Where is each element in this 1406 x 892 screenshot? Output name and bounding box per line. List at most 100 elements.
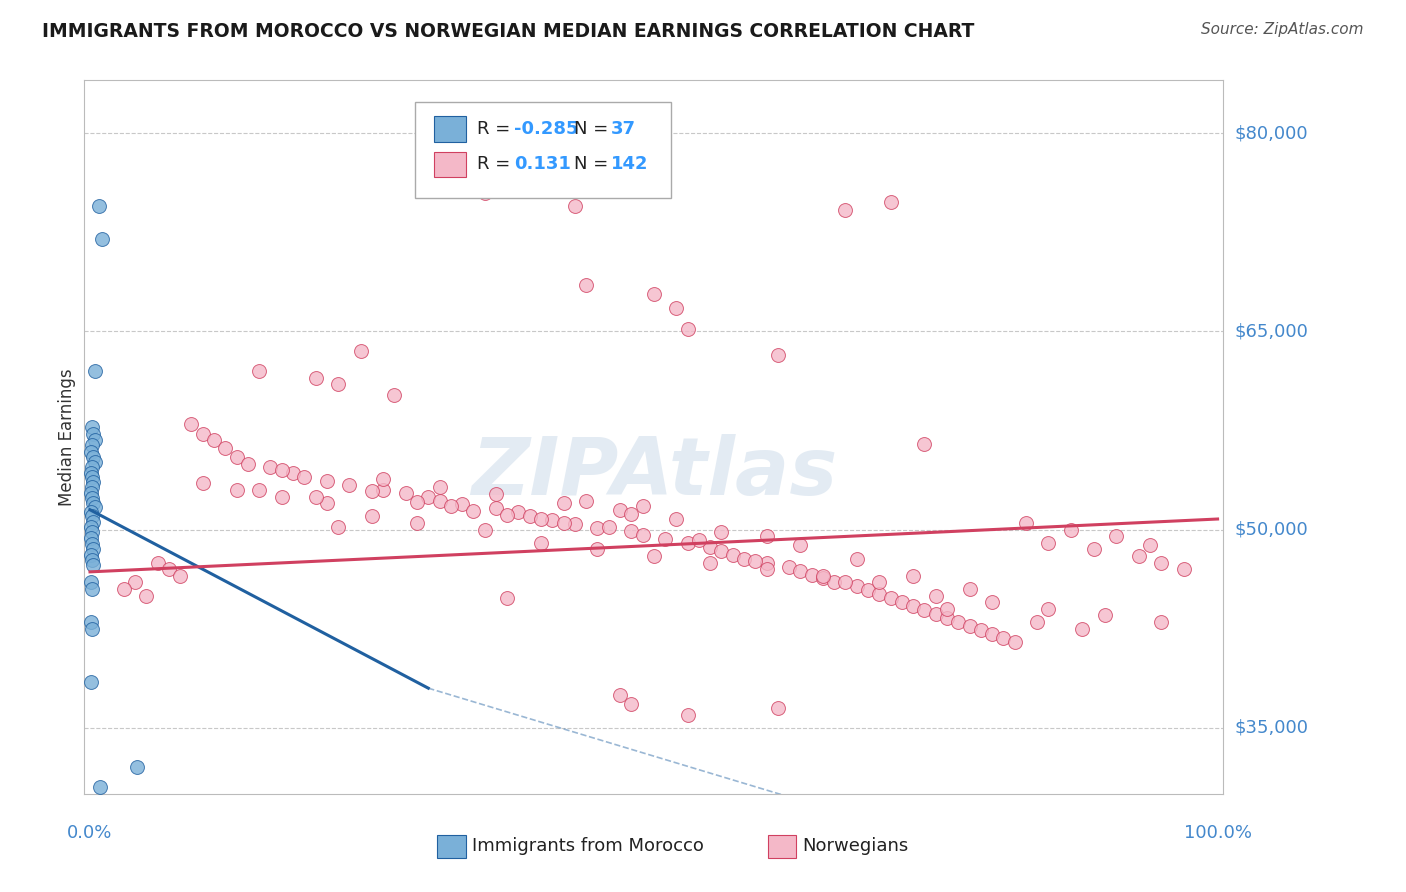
Point: [778, 559, 800, 574]
Point: [631, 528, 654, 542]
Text: Norwegians: Norwegians: [801, 837, 908, 855]
Point: [80, 615, 103, 629]
Point: [474, 523, 496, 537]
Point: [530, 536, 553, 550]
Point: [643, 549, 665, 563]
Point: [373, 472, 395, 486]
Point: [202, 433, 225, 447]
Point: [936, 602, 959, 616]
Text: ZIPAtlas: ZIPAtlas: [471, 434, 837, 512]
Point: [127, 760, 149, 774]
Point: [82, 427, 104, 442]
Point: [620, 697, 643, 711]
Point: [665, 512, 688, 526]
Point: [912, 436, 935, 450]
Point: [710, 525, 733, 540]
Point: [688, 533, 710, 548]
Point: [82, 450, 104, 464]
Point: [789, 564, 811, 578]
Point: [508, 505, 530, 519]
Point: [541, 513, 564, 527]
Text: R =: R =: [477, 120, 516, 137]
Point: [620, 507, 643, 521]
Point: [83, 433, 105, 447]
Point: [1060, 523, 1083, 537]
Point: [247, 364, 270, 378]
Point: [82, 475, 104, 489]
Point: [82, 469, 104, 483]
Point: [643, 287, 665, 301]
Point: [169, 569, 191, 583]
Text: Immigrants from Morocco: Immigrants from Morocco: [471, 837, 703, 855]
Text: 37: 37: [610, 120, 636, 137]
Point: [361, 484, 384, 499]
Point: [879, 591, 901, 606]
Text: IMMIGRANTS FROM MOROCCO VS NORWEGIAN MEDIAN EARNINGS CORRELATION CHART: IMMIGRANTS FROM MOROCCO VS NORWEGIAN MED…: [42, 22, 974, 41]
Text: -0.285: -0.285: [513, 120, 578, 137]
Point: [157, 562, 180, 576]
Point: [236, 457, 259, 471]
Point: [496, 508, 519, 522]
Text: $80,000: $80,000: [1234, 124, 1308, 142]
Point: [676, 707, 699, 722]
Point: [82, 542, 104, 557]
Point: [699, 540, 721, 554]
FancyBboxPatch shape: [437, 835, 465, 858]
Text: 142: 142: [610, 155, 648, 173]
Point: [418, 490, 440, 504]
Point: [755, 556, 778, 570]
Text: 100.0%: 100.0%: [1184, 824, 1251, 842]
Point: [80, 575, 103, 590]
Point: [1071, 622, 1094, 636]
Point: [699, 556, 721, 570]
Point: [912, 603, 935, 617]
Point: [82, 515, 104, 529]
Point: [82, 509, 104, 524]
Point: [259, 460, 281, 475]
Point: [304, 370, 326, 384]
Point: [811, 572, 834, 586]
Point: [766, 701, 789, 715]
Point: [924, 607, 946, 622]
Point: [384, 388, 406, 402]
Point: [800, 567, 823, 582]
Point: [879, 194, 901, 209]
Point: [845, 551, 868, 566]
Point: [440, 499, 463, 513]
Point: [82, 558, 104, 573]
Point: [82, 480, 104, 494]
Point: [710, 543, 733, 558]
Point: [124, 575, 146, 590]
Point: [83, 364, 105, 378]
Point: [766, 348, 789, 362]
Point: [349, 344, 371, 359]
Point: [721, 548, 744, 562]
Point: [361, 509, 384, 524]
Point: [406, 495, 429, 509]
Point: [834, 575, 856, 590]
Point: [214, 441, 236, 455]
Point: [620, 524, 643, 538]
Point: [609, 502, 631, 516]
FancyBboxPatch shape: [434, 116, 465, 142]
Point: [981, 595, 1004, 609]
Point: [1150, 615, 1173, 629]
Point: [744, 554, 766, 568]
Point: [326, 377, 349, 392]
Point: [665, 301, 688, 315]
Point: [270, 463, 292, 477]
Point: [87, 199, 110, 213]
Point: [80, 466, 103, 480]
Point: [959, 619, 981, 633]
Text: $50,000: $50,000: [1234, 521, 1308, 539]
Point: [281, 466, 304, 480]
Point: [373, 483, 395, 497]
Point: [429, 480, 451, 494]
Point: [1026, 615, 1049, 629]
Point: [530, 512, 553, 526]
Point: [868, 575, 890, 590]
FancyBboxPatch shape: [415, 102, 671, 198]
Text: Source: ZipAtlas.com: Source: ZipAtlas.com: [1201, 22, 1364, 37]
Point: [553, 516, 575, 530]
Point: [112, 582, 135, 596]
